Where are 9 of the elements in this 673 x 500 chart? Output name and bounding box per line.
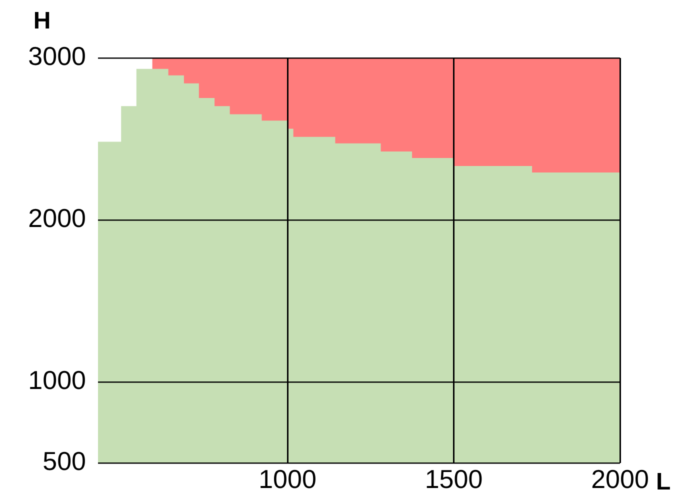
y-axis-title: H [33,8,51,35]
y-tick-label: 500 [42,446,86,476]
x-tick-label: 1000 [258,464,316,494]
x-tick-label: 2000 [591,464,649,494]
y-tick-label: 3000 [28,41,86,72]
x-tick-label: 1500 [424,464,483,494]
y-tick-label: 2000 [28,203,86,234]
y-tick-label: 1000 [28,365,86,396]
x-axis-title: L [656,468,671,496]
